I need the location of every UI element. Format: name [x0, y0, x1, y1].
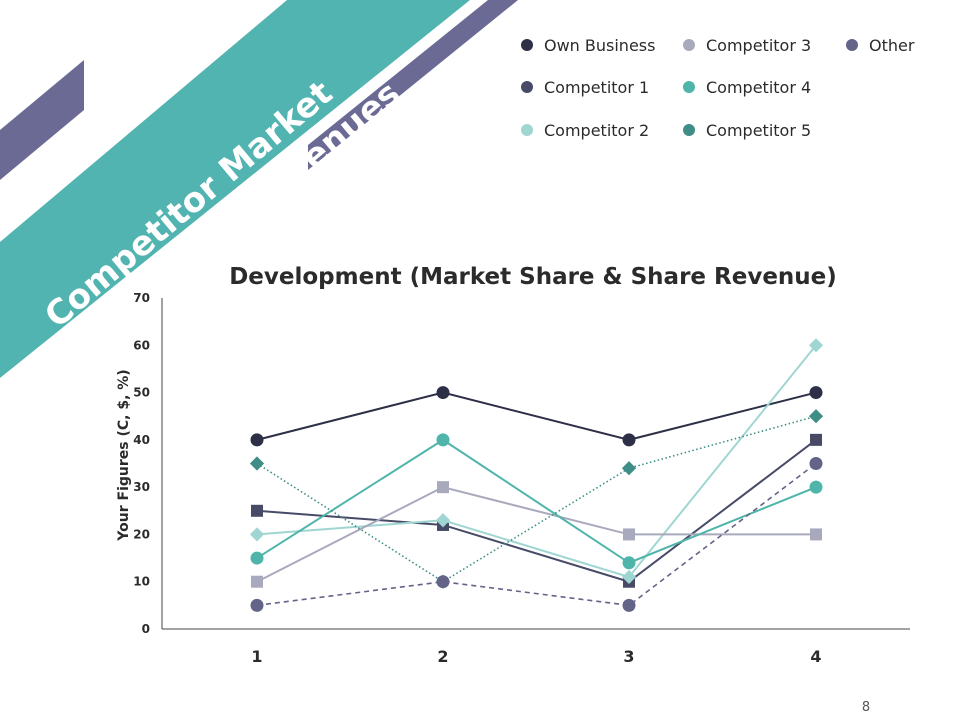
x-tick-label: 3 [623, 647, 634, 666]
chart-legend: Own Business Competitor 3 Other Competitor … [521, 36, 915, 140]
y-tick-label: 70 [133, 291, 150, 305]
data-point [809, 480, 823, 494]
data-point [810, 433, 822, 446]
data-point [251, 575, 263, 588]
data-point [621, 461, 637, 476]
legend-swatch [683, 81, 695, 93]
series-own-business [250, 386, 823, 447]
legend-swatch [683, 124, 695, 136]
series-line [256, 486, 816, 583]
data-point [436, 386, 450, 400]
legend-item: Competitor 1 [521, 78, 649, 97]
data-point [251, 504, 263, 517]
legend-item: Competitor 3 [683, 36, 811, 55]
y-axis-label: Your Figures (C, $, %) [116, 369, 132, 541]
data-point [622, 598, 636, 612]
data-point [250, 433, 264, 447]
series-other [250, 457, 823, 612]
legend-label: Competitor 3 [706, 36, 811, 55]
legend-label: Competitor 5 [706, 121, 811, 140]
chart-title: Development (Market Share & Share Revenu… [229, 264, 837, 290]
legend-item: Competitor 5 [683, 121, 811, 140]
title-banner [0, 0, 470, 378]
data-point [808, 338, 824, 353]
data-point [437, 481, 449, 494]
x-axis-ticks: 1 2 3 4 [251, 647, 821, 666]
legend-swatch [846, 39, 858, 51]
series-competitor-3 [251, 481, 822, 588]
data-point [809, 386, 823, 400]
data-point [435, 513, 451, 528]
series-line [256, 462, 817, 607]
data-point [622, 556, 636, 570]
legend-swatch [683, 39, 695, 51]
legend-item: Competitor 4 [683, 78, 811, 97]
data-point [810, 528, 822, 541]
series-line [256, 344, 817, 579]
data-point [436, 433, 450, 447]
data-point [250, 598, 264, 612]
series-competitor-2 [249, 338, 824, 585]
chart-series [249, 338, 824, 612]
data-point [623, 528, 635, 541]
y-tick-label: 10 [133, 575, 150, 589]
legend-label: Other [869, 36, 915, 55]
data-point [250, 551, 264, 565]
y-tick-label: 0 [142, 622, 150, 636]
legend-label: Competitor 1 [544, 78, 649, 97]
data-point [436, 575, 450, 589]
y-tick-label: 30 [133, 480, 150, 494]
left-decorative-stripe [0, 60, 84, 180]
y-tick-label: 60 [133, 338, 150, 352]
legend-label: Competitor 2 [544, 121, 649, 140]
y-axis-ticks: 0 10 20 30 40 50 60 70 [133, 291, 150, 636]
legend-item: Own Business [521, 36, 655, 55]
series-competitor-4 [250, 433, 823, 570]
legend-swatch [521, 39, 533, 51]
legend-item: Other [846, 36, 915, 55]
data-point [621, 569, 637, 585]
data-point [249, 527, 265, 542]
legend-swatch [521, 124, 533, 136]
data-point [622, 433, 636, 447]
x-tick-label: 1 [251, 647, 262, 666]
data-point [809, 457, 823, 470]
series-line [256, 438, 817, 564]
x-tick-label: 4 [810, 647, 821, 666]
data-point [808, 409, 824, 424]
y-tick-label: 50 [133, 386, 150, 400]
page-number: 8 [862, 700, 870, 715]
legend-label: Own Business [544, 36, 655, 55]
series-line [256, 439, 817, 583]
series-line [256, 391, 817, 441]
legend-label: Competitor 4 [706, 78, 811, 97]
y-tick-label: 40 [133, 433, 150, 447]
y-tick-label: 20 [133, 527, 150, 541]
legend-item: Competitor 2 [521, 121, 649, 140]
data-point [249, 456, 265, 471]
legend-swatch [521, 81, 533, 93]
x-tick-label: 2 [437, 647, 448, 666]
series-line [256, 415, 817, 583]
right-decorative-stripe [308, 0, 518, 170]
